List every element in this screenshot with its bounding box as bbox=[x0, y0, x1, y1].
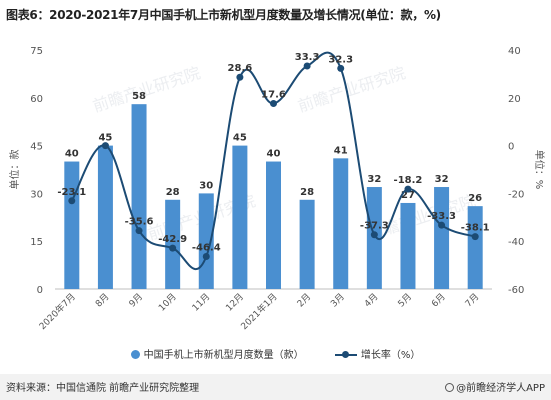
y-tick-left: 75 bbox=[30, 46, 43, 57]
y-tick-left: 15 bbox=[30, 237, 43, 248]
y-tick-right: 0 bbox=[508, 142, 514, 153]
bar bbox=[299, 199, 315, 289]
bar-value-label: 41 bbox=[334, 145, 348, 156]
bar-value-label: 40 bbox=[267, 149, 281, 160]
bar bbox=[467, 206, 483, 289]
bar-value-label: 30 bbox=[199, 180, 213, 191]
x-tick-label: 3月 bbox=[329, 291, 347, 309]
growth-point bbox=[337, 64, 345, 72]
bar bbox=[400, 202, 416, 289]
y-tick-left: 0 bbox=[37, 285, 43, 296]
growth-value-label: -38.1 bbox=[461, 223, 490, 234]
y-tick-left: 45 bbox=[30, 142, 43, 153]
bar bbox=[266, 161, 281, 289]
y-axis-title-right: 单位：% bbox=[533, 150, 546, 190]
y-axis-title-left: 单位：款 bbox=[8, 150, 21, 190]
bar-value-label: 26 bbox=[468, 193, 482, 204]
x-tick-label: 6月 bbox=[430, 291, 448, 309]
y-tick-right: 40 bbox=[508, 46, 521, 57]
growth-point bbox=[135, 227, 143, 235]
footer-bar bbox=[0, 374, 551, 400]
growth-value-label: -46.4 bbox=[192, 242, 221, 253]
legend-line-swatch bbox=[334, 350, 357, 359]
x-tick-label: 10月 bbox=[157, 291, 179, 313]
bar bbox=[434, 187, 450, 289]
growth-value-label: 33.3 bbox=[295, 52, 320, 63]
bar-value-label: 28 bbox=[300, 187, 314, 198]
x-tick-label: 2021年1月 bbox=[238, 291, 279, 332]
y-tick-right: 20 bbox=[508, 94, 521, 105]
source-note: 资料来源：中国信通院 前瞻产业研究院整理 bbox=[6, 383, 200, 394]
bar-value-label: 32 bbox=[435, 174, 449, 185]
growth-value-label: -37.3 bbox=[360, 221, 389, 232]
growth-point bbox=[404, 185, 412, 193]
bar-value-label: 58 bbox=[132, 91, 146, 102]
combo-chart: 前瞻产业研究院前瞻产业研究院前瞻产业研究院前瞻产业研究院01530456075-… bbox=[8, 46, 546, 332]
growth-point bbox=[438, 221, 446, 229]
watermark-text: 前瞻产业研究院 bbox=[90, 63, 202, 116]
brand-credit-text: @前瞻经济学人APP bbox=[456, 383, 545, 394]
y-tick-left: 30 bbox=[30, 189, 43, 200]
bar-value-label: 32 bbox=[367, 174, 381, 185]
growth-point bbox=[236, 73, 244, 81]
chart-title: 图表6：2020-2021年7月中国手机上市新机型月度数量及增长情况(单位：款，… bbox=[6, 8, 441, 22]
bar-value-label: 40 bbox=[65, 149, 79, 160]
y-tick-right: -20 bbox=[508, 189, 524, 200]
brand-credit: @前瞻经济学人APP bbox=[445, 379, 545, 394]
y-tick-right: -40 bbox=[508, 237, 524, 248]
growth-value-label: 32.3 bbox=[328, 54, 353, 65]
bar bbox=[165, 199, 181, 289]
x-tick-label: 7月 bbox=[463, 291, 481, 309]
watermark-text: 前瞻产业研究院 bbox=[295, 63, 407, 116]
x-tick-label: 2020年7月 bbox=[36, 291, 77, 332]
bar-value-label: 27 bbox=[401, 190, 415, 201]
growth-point bbox=[270, 100, 277, 108]
legend-item-line: 增长率（%） bbox=[334, 346, 421, 361]
x-tick-label: 5月 bbox=[396, 291, 414, 309]
x-tick-label: 8月 bbox=[93, 291, 111, 309]
bar bbox=[64, 161, 80, 289]
growth-value-label: -23.1 bbox=[57, 187, 86, 198]
x-tick-label: 12月 bbox=[224, 291, 246, 313]
bar-value-label: 45 bbox=[98, 133, 112, 144]
growth-point bbox=[68, 197, 76, 205]
growth-point bbox=[471, 233, 479, 241]
growth-value-label: -18.2 bbox=[394, 175, 423, 186]
brand-logo-icon bbox=[445, 383, 455, 392]
x-tick-label: 4月 bbox=[362, 291, 380, 309]
growth-point bbox=[303, 62, 311, 70]
bar bbox=[333, 158, 349, 289]
legend: 中国手机上市新机型月度数量（款） 增长率（%） bbox=[0, 346, 551, 361]
growth-point bbox=[202, 252, 210, 260]
legend-label-bars: 中国手机上市新机型月度数量（款） bbox=[143, 350, 304, 361]
bar-value-label: 28 bbox=[166, 187, 180, 198]
y-tick-right: -60 bbox=[508, 285, 524, 296]
bar bbox=[131, 104, 147, 289]
growth-value-label: -42.9 bbox=[158, 234, 187, 245]
growth-point bbox=[370, 231, 378, 239]
bar bbox=[232, 145, 248, 289]
x-tick-label: 9月 bbox=[127, 291, 145, 309]
x-tick-label: 11月 bbox=[190, 291, 212, 313]
x-tick-label: 2月 bbox=[295, 291, 313, 309]
growth-point bbox=[169, 244, 177, 252]
legend-label-line: 增长率（%） bbox=[360, 350, 421, 361]
bar bbox=[97, 145, 113, 289]
growth-point bbox=[101, 142, 109, 150]
legend-bar-swatch bbox=[130, 350, 140, 359]
legend-item-bars: 中国手机上市新机型月度数量（款） bbox=[130, 346, 304, 361]
growth-value-label: 17.6 bbox=[261, 90, 286, 101]
growth-value-label: -33.3 bbox=[427, 211, 456, 222]
y-tick-left: 60 bbox=[30, 94, 43, 105]
bar-value-label: 45 bbox=[233, 133, 247, 144]
growth-value-label: 28.6 bbox=[228, 63, 253, 74]
growth-value-label: -35.6 bbox=[125, 217, 154, 228]
